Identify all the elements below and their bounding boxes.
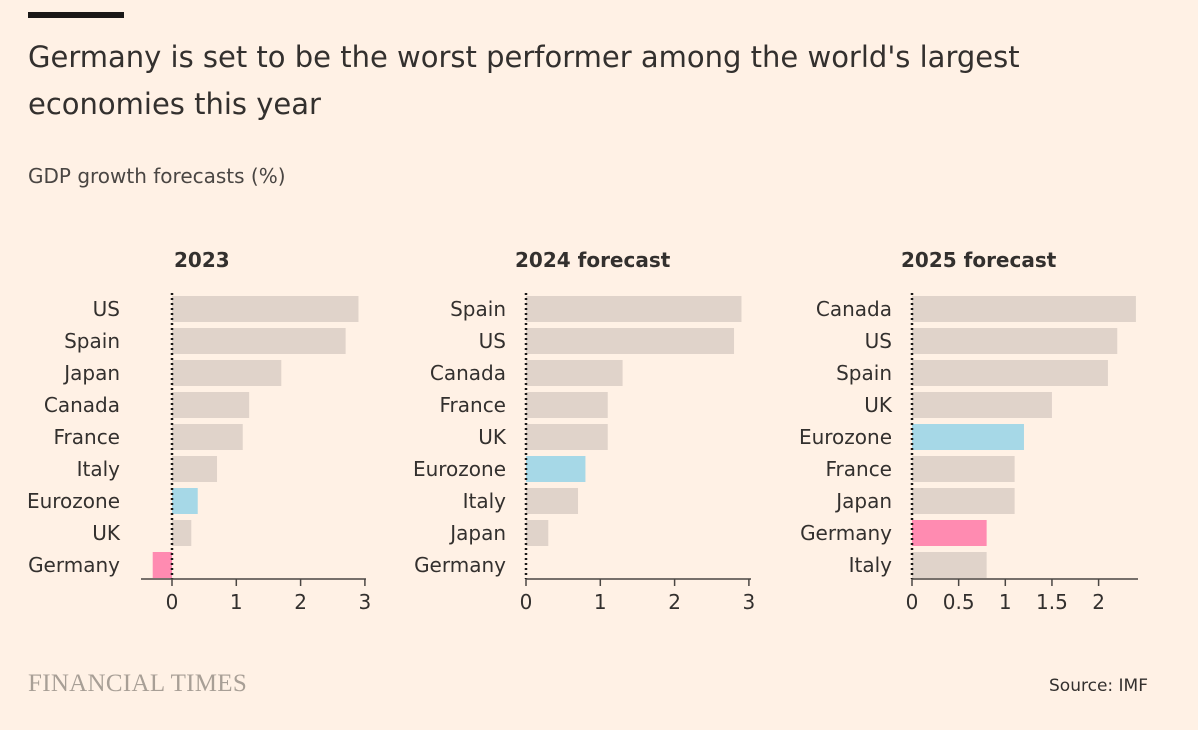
category-label-canada: Canada: [816, 297, 892, 321]
category-label-spain: Spain: [836, 361, 892, 385]
bar-germany: [912, 520, 987, 546]
bar-chart-2024-forecast: Spain US Canada France UK Eurozone Italy Japan G…: [413, 293, 756, 614]
panel-title-2025-forecast: 2025 forecast: [901, 248, 1057, 272]
panel-2024-forecast: 2024 forecast Spain US Canada France UK Euroz…: [0, 240, 780, 630]
category-label-italy: Italy: [849, 553, 893, 577]
bar-france: [912, 456, 1015, 482]
category-label-us: US: [93, 297, 120, 321]
bar-germany: [152, 552, 172, 578]
bar-uk: [912, 392, 1052, 418]
x-tick-label: 1.5: [1036, 590, 1068, 614]
category-label-italy: Italy: [77, 457, 121, 481]
category-label-france: France: [53, 425, 120, 449]
category-label-japan: Japan: [834, 489, 892, 513]
category-label-japan: Japan: [62, 361, 120, 385]
bar-chart-2025-forecast: Canada US Spain UK Eurozone France Japan German…: [799, 293, 1138, 614]
bar-canada: [172, 392, 250, 418]
bar-eurozone: [172, 488, 198, 514]
panel-title-2023: 2023: [174, 248, 230, 272]
bar-spain: [912, 360, 1108, 386]
bar-us: [912, 328, 1118, 354]
x-tick-label: 0: [166, 590, 179, 614]
x-tick-label: 1: [999, 590, 1012, 614]
category-label-canada: Canada: [44, 393, 120, 417]
bar-eurozone: [912, 424, 1024, 450]
category-label-germany: Germany: [28, 553, 120, 577]
bar-uk: [526, 424, 608, 450]
category-label-canada: Canada: [430, 361, 506, 385]
category-label-france: France: [439, 393, 506, 417]
panel-title-2024-forecast: 2024 forecast: [515, 248, 671, 272]
category-label-italy: Italy: [463, 489, 507, 513]
x-tick-label: 1: [230, 590, 243, 614]
category-label-eurozone: Eurozone: [413, 457, 506, 481]
bar-us: [172, 296, 359, 322]
category-label-us: US: [479, 329, 506, 353]
bar-us: [526, 328, 735, 354]
ft-logo: FINANCIAL TIMES: [28, 670, 248, 697]
bar-canada: [526, 360, 623, 386]
category-label-spain: Spain: [450, 297, 506, 321]
bar-uk: [172, 520, 192, 546]
bar-japan: [526, 520, 549, 546]
bar-japan: [912, 488, 1015, 514]
x-tick-label: 0.5: [943, 590, 975, 614]
header-rule: [28, 12, 124, 18]
bar-france: [172, 424, 243, 450]
bar-chart-2023: US Spain Japan Canada France Italy Eurozone UK G…: [27, 293, 372, 614]
x-tick-label: 0: [520, 590, 533, 614]
category-label-eurozone: Eurozone: [27, 489, 120, 513]
bar-italy: [526, 488, 579, 514]
category-label-uk: UK: [92, 521, 121, 545]
bar-eurozone: [526, 456, 586, 482]
bar-france: [526, 392, 608, 418]
panel-2023: 2023 US Spain Japan Canada France Italy Eurozo…: [0, 240, 380, 630]
category-label-uk: UK: [478, 425, 507, 449]
category-label-germany: Germany: [414, 553, 506, 577]
bar-spain: [526, 296, 742, 322]
x-tick-label: 2: [668, 590, 681, 614]
bar-italy: [912, 552, 987, 578]
chart-subtitle: GDP growth forecasts (%): [28, 164, 286, 188]
category-label-spain: Spain: [64, 329, 120, 353]
source-note: Source: IMF: [1049, 676, 1148, 696]
category-label-germany: Germany: [800, 521, 892, 545]
category-label-france: France: [825, 457, 892, 481]
chart-title: Germany is set to be the worst performer…: [28, 40, 1020, 121]
bar-canada: [912, 296, 1136, 322]
x-tick-label: 2: [294, 590, 307, 614]
bar-italy: [172, 456, 218, 482]
x-tick-label: 2: [1092, 590, 1105, 614]
category-label-us: US: [865, 329, 892, 353]
bar-japan: [172, 360, 282, 386]
category-label-uk: UK: [864, 393, 893, 417]
category-label-japan: Japan: [448, 521, 506, 545]
x-tick-label: 1: [594, 590, 607, 614]
bar-spain: [172, 328, 346, 354]
x-tick-label: 3: [359, 590, 372, 614]
x-tick-label: 3: [743, 590, 756, 614]
category-label-eurozone: Eurozone: [799, 425, 892, 449]
x-tick-label: 0: [906, 590, 919, 614]
panel-2025-forecast: 2025 forecast Canada US Spain UK Eurozone Fra…: [0, 240, 1198, 630]
